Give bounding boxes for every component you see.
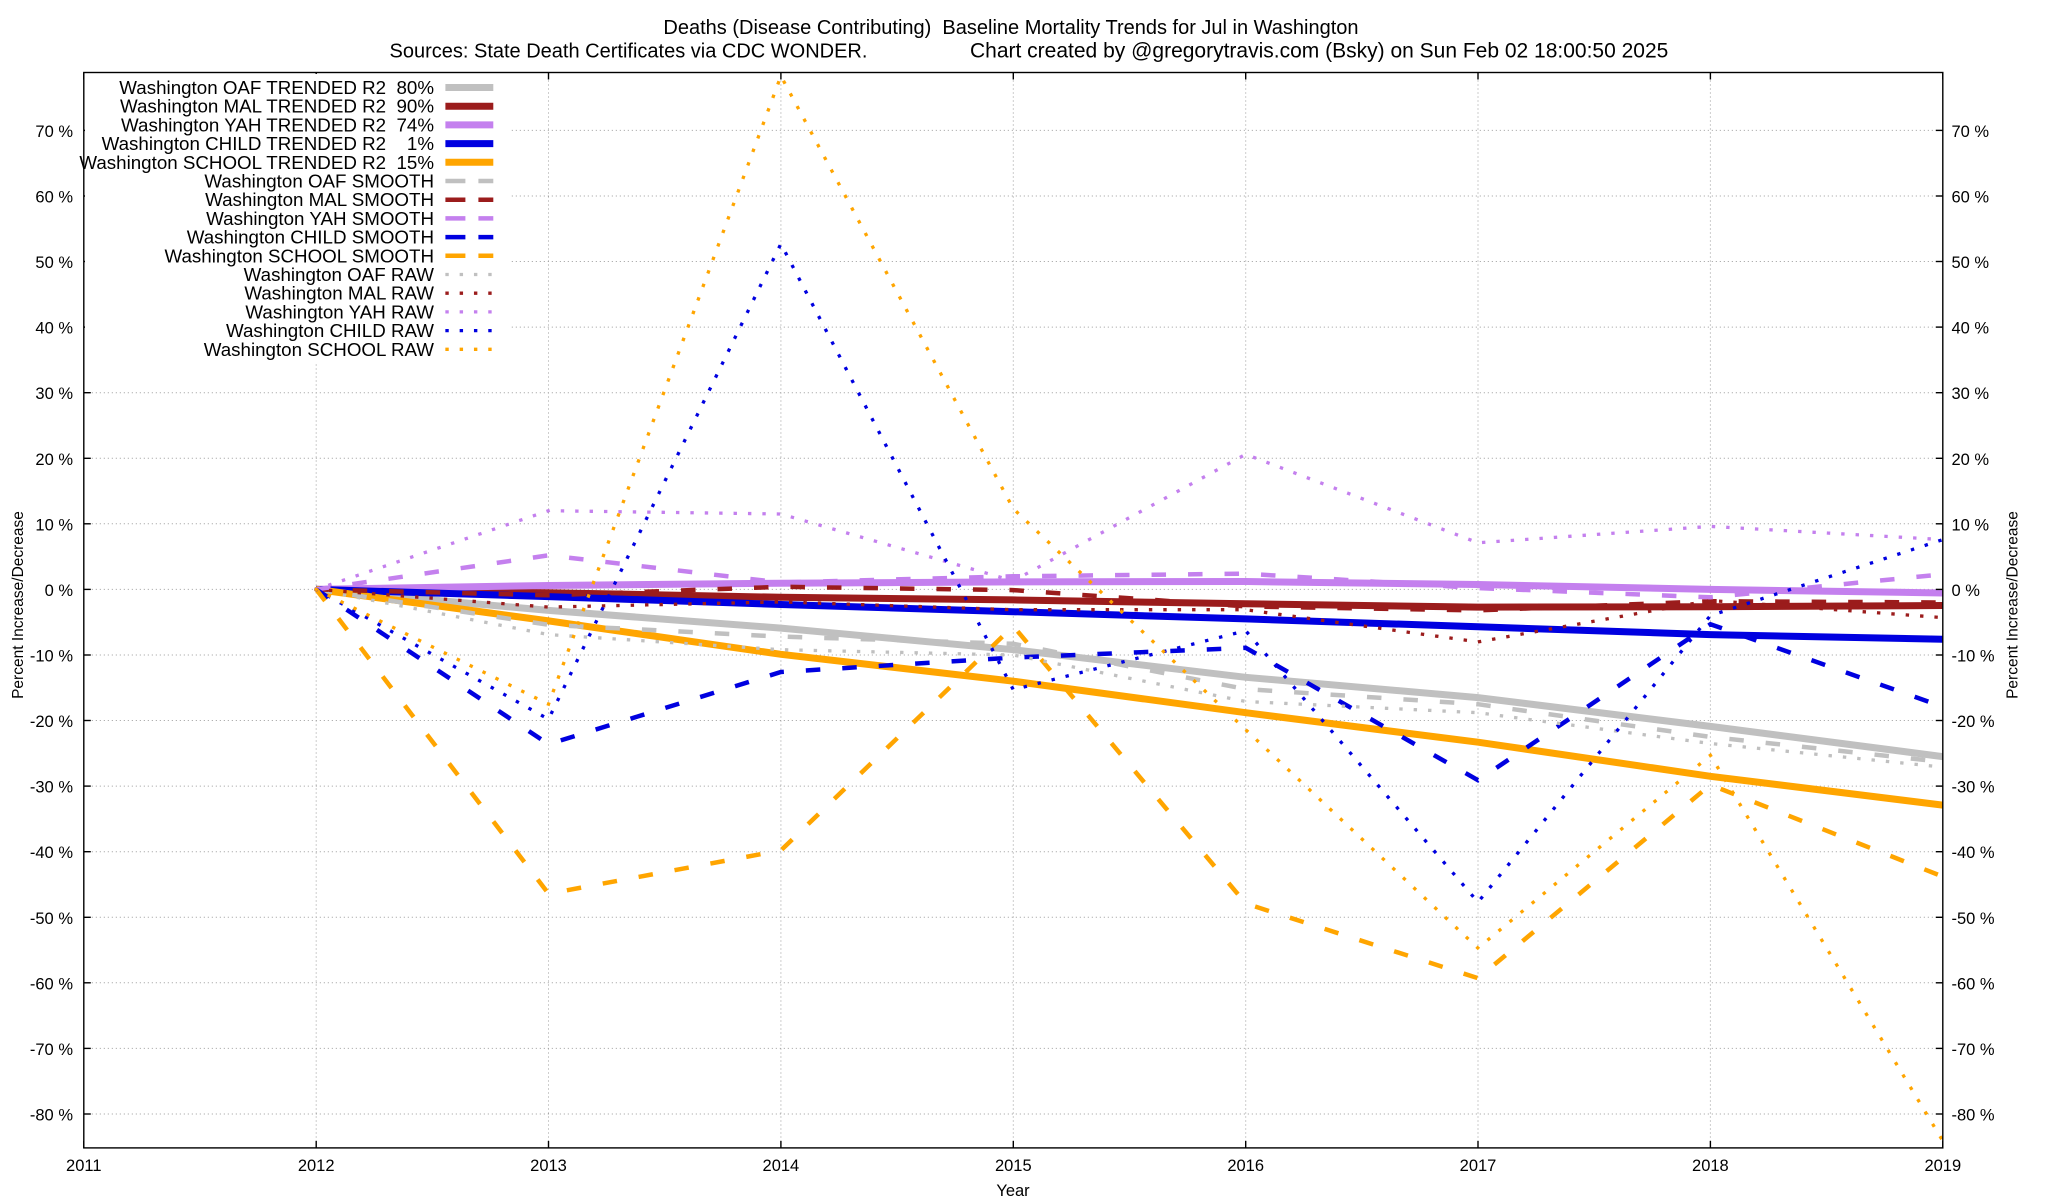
svg-text:-80 %: -80 %	[1952, 1107, 1995, 1125]
svg-text:-50 %: -50 %	[30, 910, 73, 928]
svg-text:-70 %: -70 %	[1952, 1041, 1995, 1059]
svg-text:-40 %: -40 %	[30, 844, 73, 862]
svg-text:0 %: 0 %	[45, 582, 74, 600]
svg-text:40 %: 40 %	[1952, 320, 1990, 338]
svg-text:50 %: 50 %	[1952, 254, 1990, 272]
svg-text:Percent Increase/Decrease: Percent Increase/Decrease	[10, 511, 27, 699]
svg-text:-20 %: -20 %	[30, 713, 73, 731]
svg-text:2015: 2015	[995, 1157, 1032, 1175]
svg-text:10 %: 10 %	[1952, 516, 1990, 534]
svg-text:-70 %: -70 %	[30, 1041, 73, 1059]
svg-text:2014: 2014	[763, 1157, 800, 1175]
svg-text:-60 %: -60 %	[30, 975, 73, 993]
svg-text:30 %: 30 %	[35, 385, 73, 403]
svg-text:60 %: 60 %	[35, 189, 73, 207]
svg-text:-30 %: -30 %	[1952, 779, 1995, 797]
svg-text:2018: 2018	[1692, 1157, 1729, 1175]
svg-text:70 %: 70 %	[1952, 123, 1990, 141]
svg-text:-20 %: -20 %	[1952, 713, 1995, 731]
svg-text:Washington YAH TRENDED R2 74%: Washington YAH TRENDED R2 74%	[121, 114, 434, 135]
svg-text:Washington MAL TRENDED R2 90%: Washington MAL TRENDED R2 90%	[120, 96, 434, 117]
svg-text:Washington SCHOOL SMOOTH: Washington SCHOOL SMOOTH	[164, 245, 434, 266]
svg-text:2016: 2016	[1227, 1157, 1264, 1175]
svg-text:-30 %: -30 %	[30, 779, 73, 797]
svg-text:Percent Increase/Decrease: Percent Increase/Decrease	[2005, 511, 2022, 699]
svg-text:-10 %: -10 %	[1952, 648, 1995, 666]
svg-text:Washington SCHOOL TRENDED R2: Washington SCHOOL TRENDED R2 15%	[79, 152, 434, 173]
svg-text:-80 %: -80 %	[30, 1107, 73, 1125]
svg-text:Chart created by @gregorytravi: Chart created by @gregorytravis.com (Bsk…	[970, 40, 1668, 63]
svg-text:10 %: 10 %	[35, 516, 73, 534]
svg-text:Sources: State Death Certifica: Sources: State Death Certificates via CD…	[390, 41, 868, 63]
svg-text:Washington SCHOOL RAW: Washington SCHOOL RAW	[204, 339, 435, 360]
svg-text:Washington OAF SMOOTH: Washington OAF SMOOTH	[204, 171, 434, 192]
svg-text:2011: 2011	[66, 1157, 101, 1175]
svg-text:Washington YAH RAW: Washington YAH RAW	[245, 301, 434, 322]
svg-text:Washington OAF RAW: Washington OAF RAW	[244, 264, 435, 285]
svg-text:Year: Year	[996, 1182, 1030, 1200]
svg-text:2019: 2019	[1924, 1157, 1961, 1175]
svg-text:60 %: 60 %	[1952, 189, 1990, 207]
svg-text:-40 %: -40 %	[1952, 844, 1995, 862]
svg-text:2017: 2017	[1460, 1157, 1497, 1175]
svg-text:-10 %: -10 %	[30, 648, 73, 666]
svg-text:Washington CHILD RAW: Washington CHILD RAW	[226, 320, 434, 341]
svg-text:20 %: 20 %	[1952, 451, 1990, 469]
svg-text:Washington OAF TRENDED R2 80%: Washington OAF TRENDED R2 80%	[119, 77, 434, 98]
svg-text:20 %: 20 %	[35, 451, 73, 469]
svg-text:Washington YAH SMOOTH: Washington YAH SMOOTH	[206, 208, 434, 229]
svg-text:2012: 2012	[298, 1157, 335, 1175]
svg-text:Deaths (Disease Contributing): Deaths (Disease Contributing) Baseline M…	[663, 17, 1358, 39]
svg-text:Washington CHILD TRENDED R2: Washington CHILD TRENDED R2 1%	[102, 133, 434, 154]
svg-text:40 %: 40 %	[35, 320, 73, 338]
svg-text:50 %: 50 %	[35, 254, 73, 272]
svg-text:-50 %: -50 %	[1952, 910, 1995, 928]
svg-text:Washington MAL RAW: Washington MAL RAW	[244, 283, 434, 304]
svg-text:Washington CHILD SMOOTH: Washington CHILD SMOOTH	[187, 227, 434, 248]
svg-text:-60 %: -60 %	[1952, 975, 1995, 993]
svg-text:2013: 2013	[530, 1157, 567, 1175]
svg-text:Washington MAL SMOOTH: Washington MAL SMOOTH	[205, 189, 434, 210]
svg-text:70 %: 70 %	[35, 123, 73, 141]
svg-text:30 %: 30 %	[1952, 385, 1990, 403]
svg-text:0 %: 0 %	[1952, 582, 1981, 600]
